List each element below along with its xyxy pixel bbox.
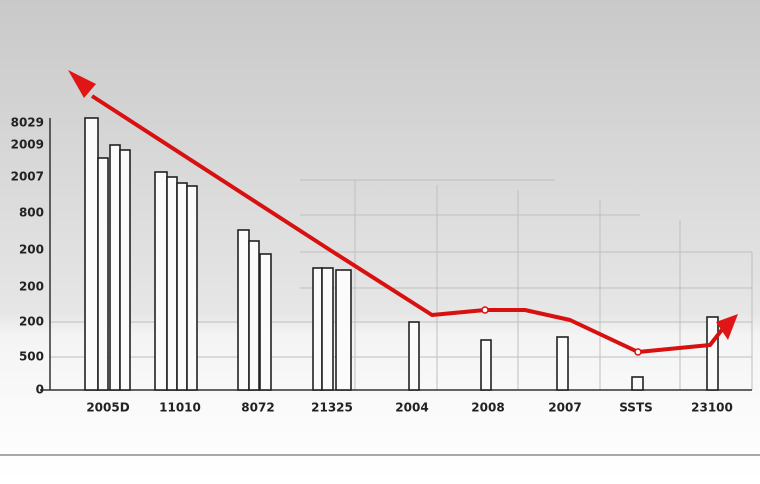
x-axis-label: 11010	[159, 401, 201, 415]
bars	[84, 117, 719, 391]
x-axis-label: 21325	[311, 401, 353, 415]
trend-arrow	[68, 70, 738, 356]
y-axis-label: 2007	[11, 170, 44, 184]
x-axis-label: SSTS	[619, 401, 653, 415]
x-axis-label: 2005D	[86, 401, 129, 415]
y-axis-label: 800	[19, 206, 44, 220]
y-axis-label: 500	[19, 350, 44, 364]
x-axis-label: 23100	[691, 401, 733, 415]
y-axis-label: 200	[19, 243, 44, 257]
x-axis-label: 8072	[241, 401, 274, 415]
y-axis-label: 200	[19, 315, 44, 329]
x-axis-label: 2008	[471, 401, 504, 415]
y-axis-label: 8029	[11, 116, 44, 130]
y-axis-label: 2009	[11, 138, 44, 152]
y-axis-label: 200	[19, 280, 44, 294]
x-axis-label: 2004	[395, 401, 428, 415]
y-axis-label: 0	[36, 383, 44, 397]
x-axis-label: 2007	[548, 401, 581, 415]
